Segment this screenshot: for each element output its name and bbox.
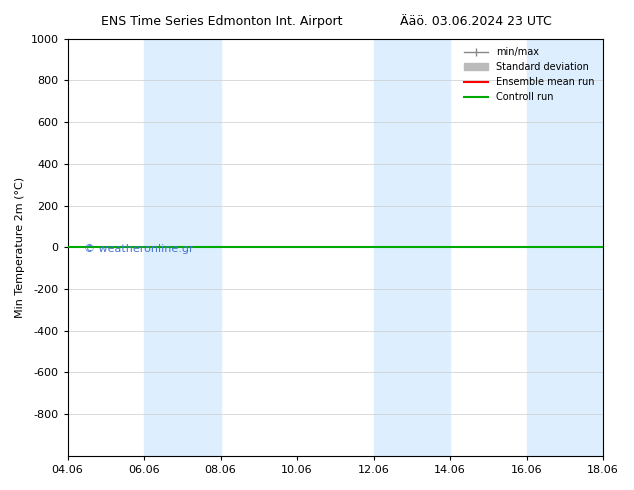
Y-axis label: Min Temperature 2m (°C): Min Temperature 2m (°C) [15,177,25,318]
Text: © weatheronline.gr: © weatheronline.gr [84,245,193,254]
Text: Ääö. 03.06.2024 23 UTC: Ääö. 03.06.2024 23 UTC [399,15,552,28]
Bar [144,39,221,456]
Legend: min/max, Standard deviation, Ensemble mean run, Controll run: min/max, Standard deviation, Ensemble me… [460,44,598,106]
Bar [373,39,450,456]
Text: ENS Time Series Edmonton Int. Airport: ENS Time Series Edmonton Int. Airport [101,15,342,28]
Bar [527,39,603,456]
